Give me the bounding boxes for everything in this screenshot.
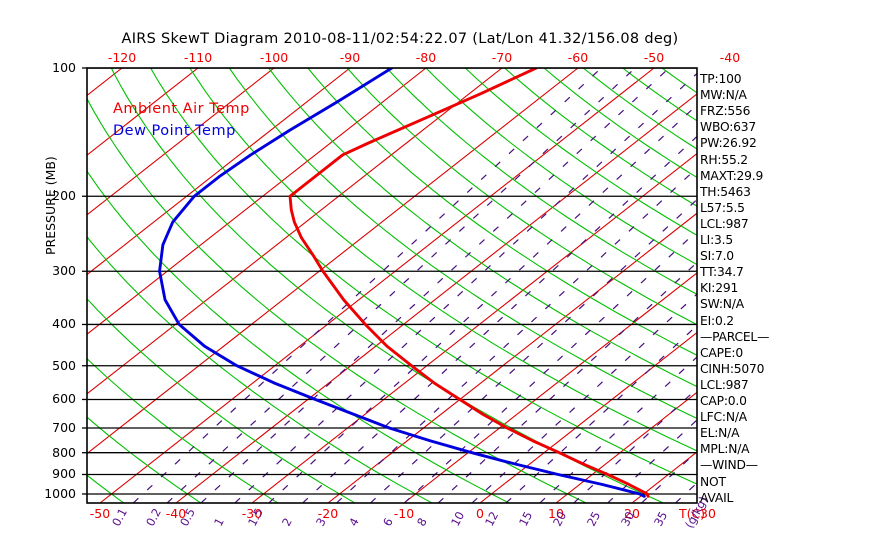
pressure-tick-300: 300 bbox=[52, 263, 76, 279]
stat-item: —PARCEL— bbox=[700, 329, 770, 344]
stat-item: TH:5463 bbox=[700, 184, 751, 199]
temp-tick-bottom--30: -30 bbox=[241, 506, 263, 521]
legend-ambient-air-temp: Ambient Air Temp bbox=[113, 101, 250, 117]
stat-item: SW:N/A bbox=[700, 297, 744, 312]
temp-tick-bottom-10: 10 bbox=[548, 506, 564, 521]
stat-item: PW:26.92 bbox=[700, 136, 757, 151]
stat-item: KI:291 bbox=[700, 281, 739, 296]
dew-point-curve bbox=[158, 68, 646, 498]
pressure-tick-600: 600 bbox=[52, 391, 76, 407]
stat-item: CAPE:0 bbox=[700, 345, 743, 360]
stat-item: MW:N/A bbox=[700, 88, 747, 103]
stat-item: RH:55.2 bbox=[700, 152, 748, 167]
stat-item: LI:3.5 bbox=[700, 233, 733, 247]
pressure-tick-500: 500 bbox=[52, 357, 76, 373]
temp-tick-top--90: -90 bbox=[339, 50, 361, 65]
pressure-tick-800: 800 bbox=[52, 444, 76, 460]
temp-tick-bottom-30: 30 bbox=[700, 506, 716, 521]
pressure-tick-1000: 1000 bbox=[44, 485, 76, 501]
temp-tick-top--40: -40 bbox=[719, 50, 741, 65]
temp-tick-top--60: -60 bbox=[567, 50, 589, 65]
page-title: AIRS SkewT Diagram 2010-08-11/02:54:22.0… bbox=[121, 31, 679, 47]
stat-item: TP:100 bbox=[700, 72, 742, 86]
pressure-tick-900: 900 bbox=[52, 466, 76, 482]
temp-tick-top--120: -120 bbox=[107, 50, 137, 65]
temp-axis-unit-label: T(C) bbox=[678, 506, 706, 521]
temp-tick-top--70: -70 bbox=[491, 50, 513, 65]
legend-dew-point-temp: Dew Point Temp bbox=[113, 123, 236, 139]
temp-tick-top--110: -110 bbox=[183, 50, 213, 65]
pressure-axis-label: PRESSURE (MB) bbox=[43, 156, 58, 255]
stat-item: CAP:0.0 bbox=[700, 394, 747, 408]
temp-tick-bottom-20: 20 bbox=[624, 506, 640, 521]
pressure-tick-100: 100 bbox=[52, 60, 76, 75]
ambient-temp-curve bbox=[288, 68, 650, 498]
stat-item: —WIND— bbox=[700, 458, 758, 473]
stat-item: LFC:N/A bbox=[700, 410, 748, 425]
stat-item: WBO:637 bbox=[700, 120, 757, 135]
temp-tick-bottom-0: 0 bbox=[476, 506, 484, 521]
stat-item: NOT bbox=[700, 474, 726, 489]
stat-item: TT:34.7 bbox=[700, 265, 744, 280]
stat-item: EL:N/A bbox=[700, 426, 740, 441]
stat-item: EI:0.2 bbox=[700, 313, 734, 328]
stat-item: L57:5.5 bbox=[700, 200, 745, 215]
stat-item: MPL:N/A bbox=[700, 442, 750, 457]
temp-tick-bottom--40: -40 bbox=[165, 506, 187, 521]
stat-item: FRZ:556 bbox=[700, 104, 751, 119]
stat-item: LCL:987 bbox=[700, 216, 749, 231]
temp-tick-top--80: -80 bbox=[415, 50, 437, 65]
stat-item: AVAIL bbox=[700, 490, 734, 505]
pressure-tick-700: 700 bbox=[52, 419, 76, 435]
pressure-tick-200: 200 bbox=[52, 188, 76, 204]
temp-tick-bottom--10: -10 bbox=[393, 506, 415, 521]
stat-item: MAXT:29.9 bbox=[700, 168, 764, 183]
temp-tick-top--50: -50 bbox=[643, 50, 665, 65]
stat-item: CINH:5070 bbox=[700, 361, 765, 376]
pressure-tick-400: 400 bbox=[52, 316, 76, 332]
stat-item: LCL:987 bbox=[700, 377, 749, 392]
stat-item: SI:7.0 bbox=[700, 249, 734, 264]
temp-tick-bottom--20: -20 bbox=[317, 506, 339, 521]
temp-tick-top--100: -100 bbox=[259, 50, 289, 65]
temp-tick-bottom--50: -50 bbox=[89, 506, 111, 521]
